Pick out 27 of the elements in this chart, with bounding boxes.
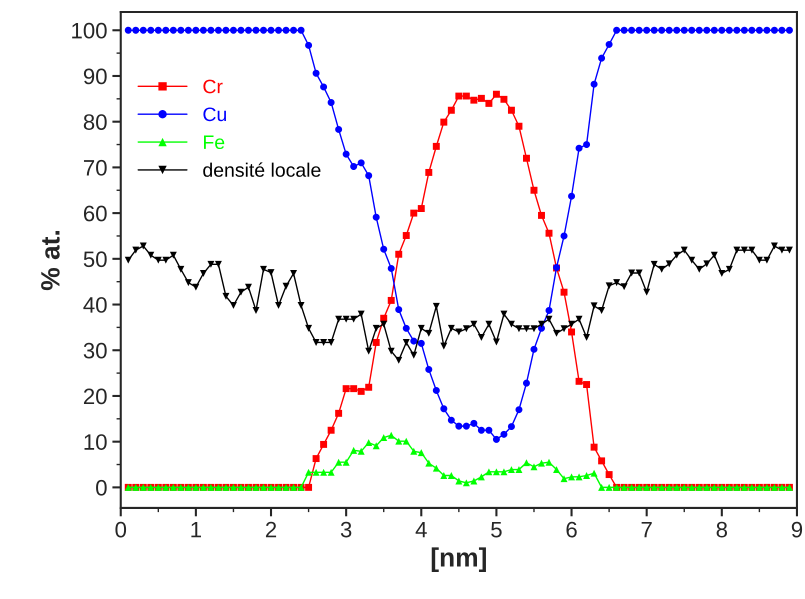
y-tick-label: 100	[72, 22, 107, 39]
y-tick-label: 50	[84, 251, 107, 268]
x-tick-label: 3	[340, 522, 352, 538]
y-tick-label: 70	[84, 160, 107, 176]
y-tick-label: 10	[84, 434, 107, 450]
y-tick-label: 60	[84, 206, 107, 222]
y-tick-label: 40	[83, 297, 107, 313]
legend-label: Cu	[203, 107, 226, 122]
legend-label: densité locale	[203, 162, 320, 177]
y-tick-label: 30	[84, 342, 107, 359]
x-tick-label: 5	[491, 522, 502, 538]
y-tick-label: 0	[96, 480, 107, 496]
x-tick-label: 8	[716, 522, 728, 538]
y-tick-label: 80	[84, 114, 107, 130]
x-tick-label: 0	[115, 522, 126, 538]
x-tick-label: 6	[566, 522, 577, 538]
y-tick-label: 90	[84, 68, 107, 84]
x-tick-label: 2	[266, 522, 276, 538]
y-axis-title: % at.	[41, 230, 60, 290]
legend-label: Cr	[203, 80, 223, 94]
x-tick-label: 9	[792, 522, 802, 538]
x-tick-label: 7	[642, 522, 652, 538]
y-tick-label: 20	[84, 388, 107, 404]
x-tick-label: 4	[416, 522, 427, 538]
legend-label: Fe	[204, 135, 224, 150]
x-axis-title: [nm]	[432, 547, 486, 572]
x-tick-label: 1	[191, 522, 201, 538]
